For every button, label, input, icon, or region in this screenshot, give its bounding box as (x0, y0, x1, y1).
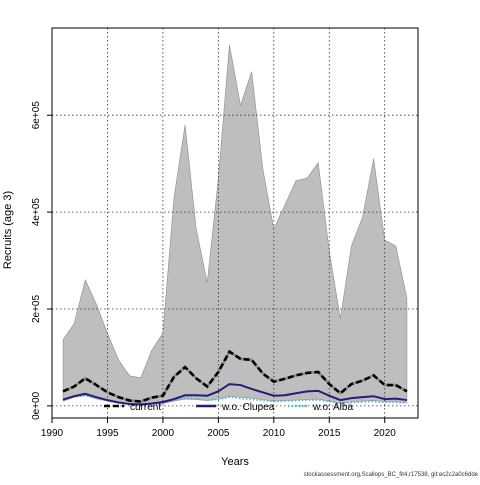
y-tick-label: 6e+05 (31, 101, 42, 130)
series-lines (62, 349, 408, 406)
y-axis: 0e+00 2e+05 4e+05 6e+05 (31, 101, 52, 420)
series-line-wo-clupea (62, 383, 408, 406)
footer-text: stockassessment.org,Scallops_BC_fit4,r17… (304, 472, 479, 478)
legend: current w.o. Clupea w.o. Alba (104, 402, 353, 413)
series-line-current (62, 349, 408, 403)
y-axis-title: Recruits (age 3) (2, 191, 14, 269)
x-tick-label: 1995 (96, 428, 119, 439)
x-tick-label: 2000 (152, 428, 175, 439)
x-axis-title: Years (221, 456, 249, 468)
y-tick-label: 0e+00 (31, 391, 42, 420)
x-tick-label: 2020 (374, 428, 397, 439)
x-axis: 1990 1995 2000 2005 2010 2015 2020 (41, 418, 396, 439)
x-tick-label: 2015 (318, 428, 341, 439)
y-tick-label: 4e+05 (31, 198, 42, 227)
x-tick-label: 2010 (263, 428, 286, 439)
plot-border (51, 27, 419, 419)
legend-item-wo-clupea-label: w.o. Clupea (221, 402, 275, 413)
x-tick-label: 1990 (41, 428, 64, 439)
x-tick-label: 2005 (207, 428, 230, 439)
legend-item-wo-alba-label: w.o. Alba (312, 402, 353, 413)
legend-item-current-label: current (130, 402, 161, 413)
y-tick-label: 2e+05 (31, 295, 42, 324)
plot-frame (51, 27, 419, 419)
